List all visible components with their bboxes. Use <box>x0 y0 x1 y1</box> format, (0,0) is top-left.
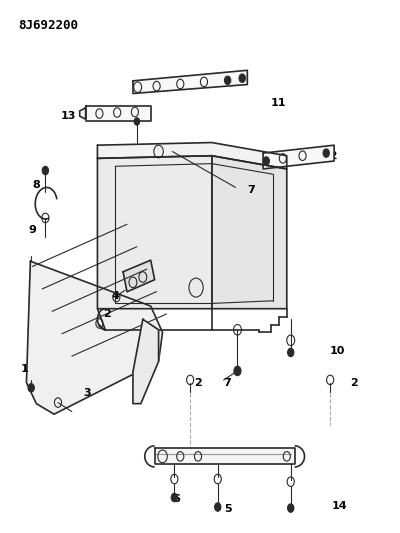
Text: 1: 1 <box>20 365 28 374</box>
Text: 5: 5 <box>224 504 232 514</box>
Circle shape <box>263 157 270 165</box>
Text: 8: 8 <box>32 180 40 190</box>
Polygon shape <box>155 448 295 464</box>
Polygon shape <box>86 106 151 122</box>
Text: 2: 2 <box>350 377 358 387</box>
Text: 7: 7 <box>224 377 232 387</box>
Text: 4: 4 <box>111 290 119 301</box>
Polygon shape <box>98 142 287 169</box>
Text: 9: 9 <box>28 224 36 235</box>
Polygon shape <box>212 156 287 309</box>
Polygon shape <box>123 260 155 292</box>
Polygon shape <box>80 108 86 119</box>
Circle shape <box>239 74 245 83</box>
Text: 7: 7 <box>247 185 255 195</box>
Text: 11: 11 <box>271 98 286 108</box>
Text: 3: 3 <box>84 388 91 398</box>
Circle shape <box>288 348 294 357</box>
Circle shape <box>323 149 329 157</box>
Polygon shape <box>133 70 247 93</box>
Circle shape <box>224 76 231 85</box>
Text: 10: 10 <box>330 346 346 356</box>
Circle shape <box>171 494 178 502</box>
Text: 14: 14 <box>332 502 348 512</box>
Circle shape <box>134 118 140 125</box>
Circle shape <box>28 384 34 392</box>
Circle shape <box>234 366 241 376</box>
Circle shape <box>288 504 294 512</box>
Text: 8J692200: 8J692200 <box>18 19 78 31</box>
Text: 6: 6 <box>172 494 180 504</box>
Circle shape <box>214 503 221 511</box>
Text: 13: 13 <box>60 111 76 121</box>
Text: 12: 12 <box>322 151 338 161</box>
Text: 2: 2 <box>103 309 111 319</box>
Text: 2: 2 <box>194 377 202 387</box>
Polygon shape <box>133 319 158 403</box>
Polygon shape <box>263 145 334 169</box>
Polygon shape <box>98 156 212 309</box>
Polygon shape <box>26 261 162 414</box>
Circle shape <box>42 166 48 175</box>
